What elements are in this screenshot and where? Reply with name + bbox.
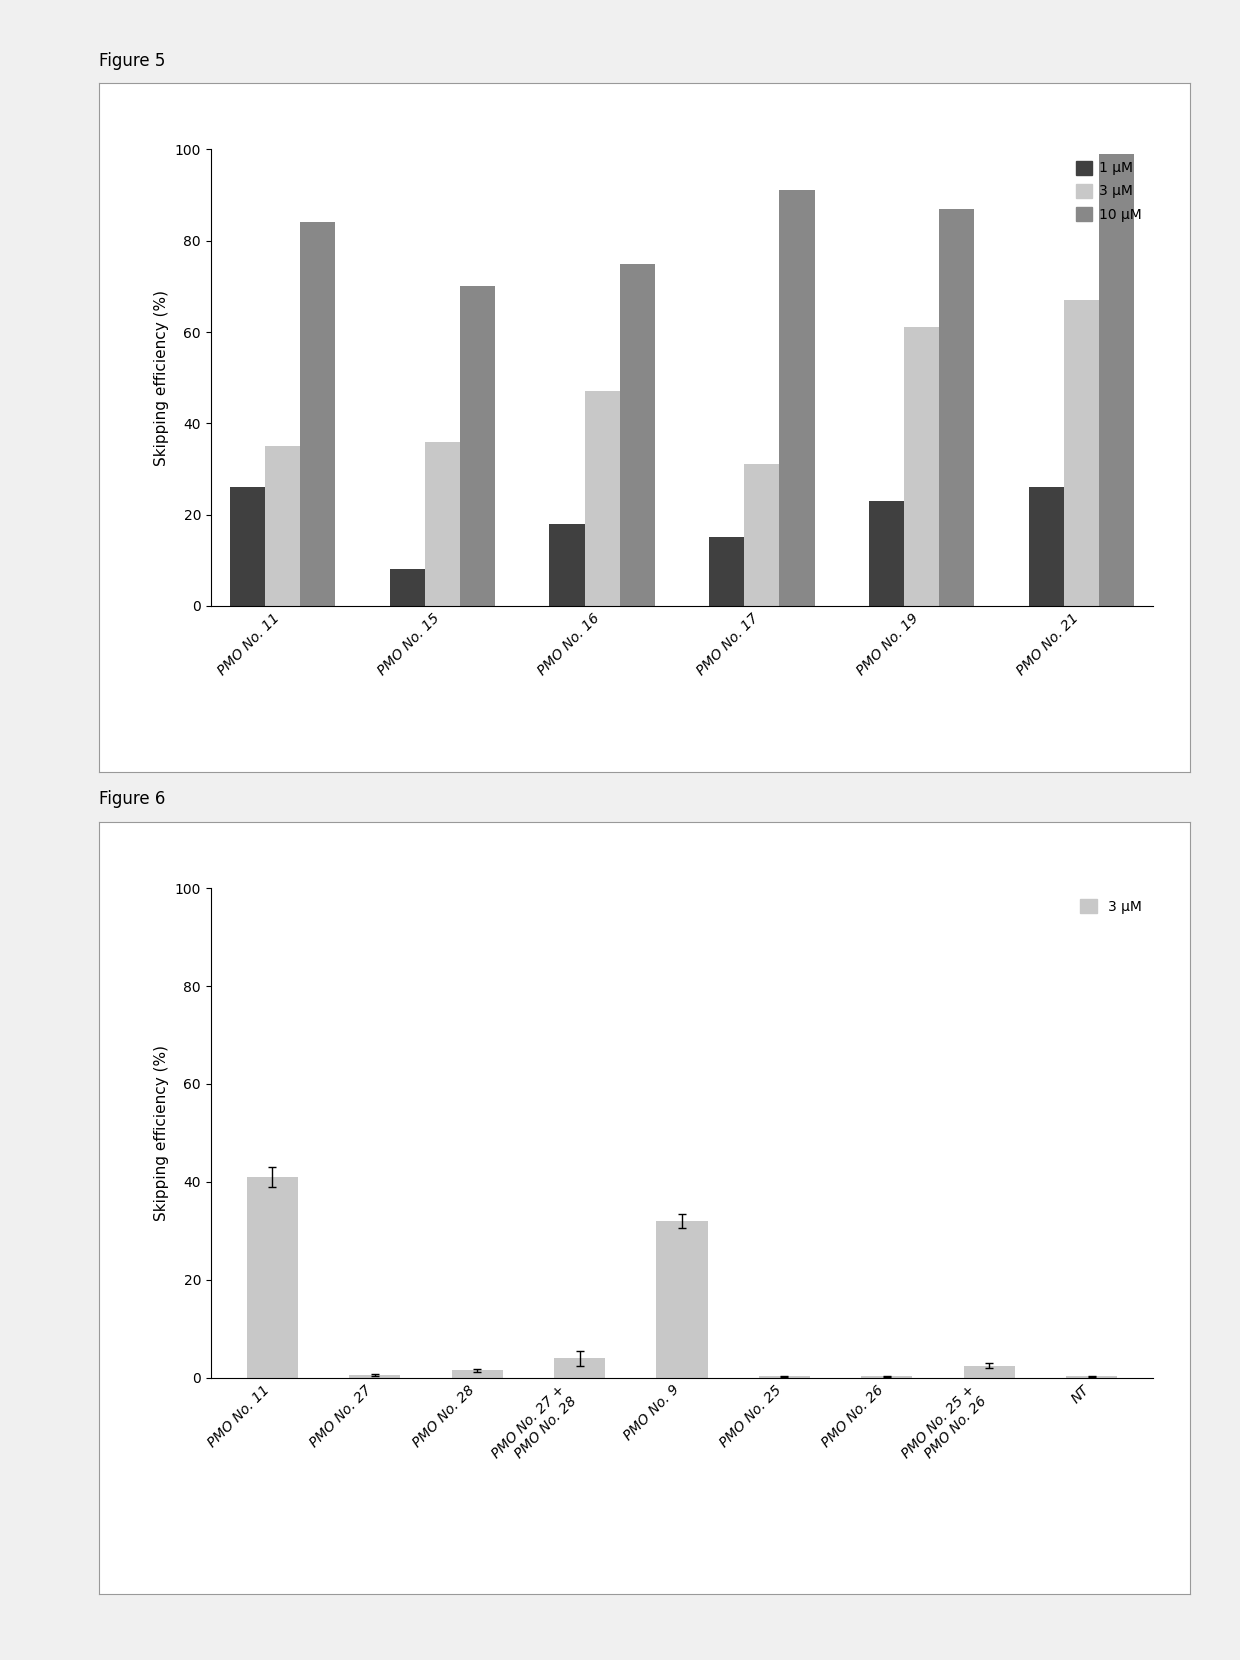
Y-axis label: Skipping efficiency (%): Skipping efficiency (%) — [154, 289, 169, 466]
Bar — [780, 191, 815, 606]
Bar — [451, 1371, 502, 1378]
Bar — [229, 488, 265, 606]
Bar — [584, 392, 620, 606]
Bar — [963, 1366, 1014, 1378]
Bar — [389, 569, 425, 606]
Bar — [1029, 488, 1064, 606]
Bar — [709, 538, 744, 606]
Text: Figure 6: Figure 6 — [99, 790, 166, 808]
Bar — [656, 1222, 708, 1378]
Text: Figure 5: Figure 5 — [99, 51, 166, 70]
Bar — [620, 264, 655, 606]
Bar — [904, 327, 939, 606]
Bar — [1099, 154, 1135, 606]
Legend: 3 μM: 3 μM — [1076, 895, 1146, 918]
Bar — [300, 222, 335, 606]
Bar — [1064, 300, 1099, 606]
Bar — [265, 447, 300, 606]
Bar — [869, 501, 904, 606]
Bar — [549, 523, 584, 606]
Bar — [350, 1376, 401, 1378]
Bar — [939, 209, 975, 606]
Bar — [425, 442, 460, 606]
Bar — [460, 286, 495, 606]
Y-axis label: Skipping efficiency (%): Skipping efficiency (%) — [154, 1044, 169, 1222]
Bar — [247, 1177, 298, 1378]
Bar — [554, 1358, 605, 1378]
Legend: 1 μM, 3 μM, 10 μM: 1 μM, 3 μM, 10 μM — [1071, 156, 1146, 226]
Bar — [744, 465, 780, 606]
